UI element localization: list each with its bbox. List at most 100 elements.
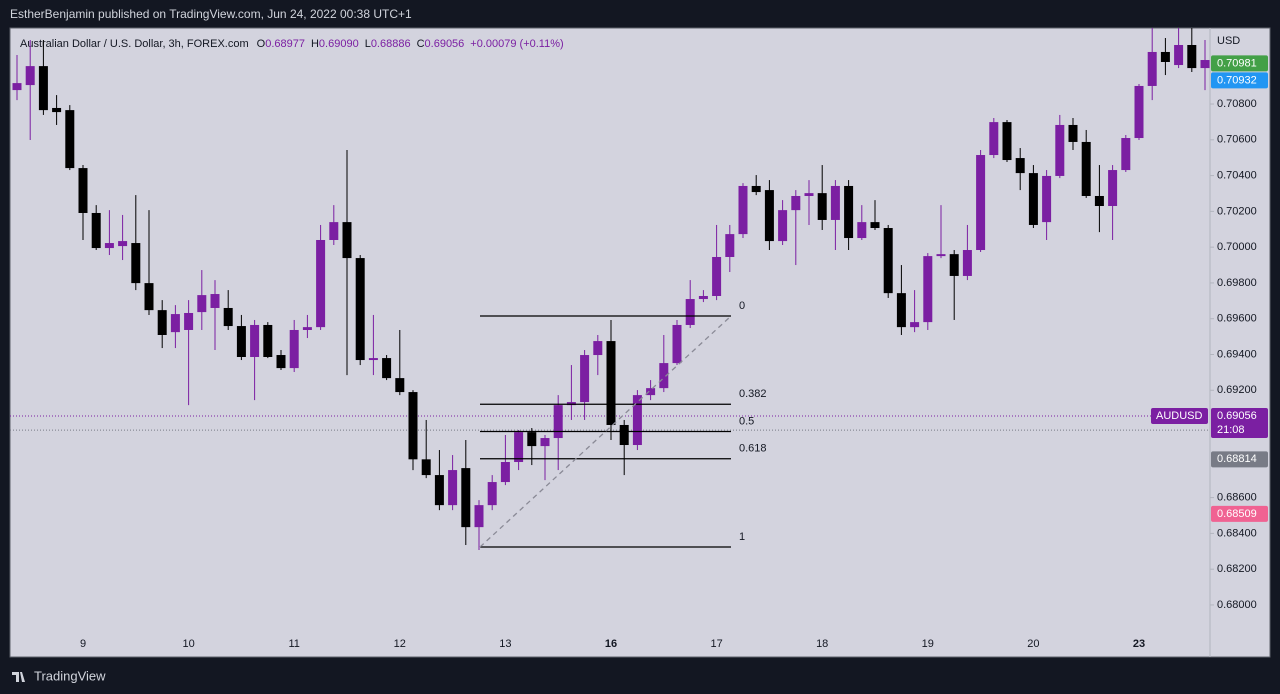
candle-body bbox=[289, 329, 299, 369]
candle-body bbox=[883, 228, 893, 294]
candle-body bbox=[276, 355, 286, 369]
fib-label: 0.5 bbox=[739, 415, 754, 427]
fib-label: 0.618 bbox=[739, 443, 767, 455]
candle-body bbox=[197, 295, 207, 313]
candle-body bbox=[1160, 51, 1170, 62]
x-tick-label: 19 bbox=[922, 638, 934, 650]
candle-body bbox=[263, 324, 273, 357]
fib-label: 1 bbox=[739, 531, 745, 543]
candle-body bbox=[698, 295, 708, 300]
last-price-label: 0.69056 bbox=[1217, 410, 1257, 422]
candle-body bbox=[210, 294, 220, 308]
x-tick-label: 11 bbox=[288, 638, 299, 650]
price-badge-label: 0.70932 bbox=[1217, 74, 1257, 86]
last-price-badge bbox=[1211, 408, 1268, 439]
price-badge bbox=[1211, 451, 1268, 468]
candle-body bbox=[487, 482, 497, 506]
candle-body bbox=[65, 110, 75, 169]
x-tick-label: 10 bbox=[182, 638, 194, 650]
candle-body bbox=[857, 222, 867, 239]
candle-body bbox=[830, 185, 840, 220]
y-tick-label: 0.68000 bbox=[1217, 599, 1257, 611]
candle-body bbox=[659, 363, 669, 389]
candle-body bbox=[1108, 170, 1118, 207]
x-tick-label: 17 bbox=[710, 638, 722, 650]
candle-body bbox=[1002, 122, 1012, 161]
candle-body bbox=[342, 222, 352, 259]
candle-body bbox=[527, 432, 537, 447]
x-tick-label: 13 bbox=[499, 638, 511, 650]
candle-body bbox=[949, 254, 959, 276]
candle-body bbox=[474, 505, 484, 528]
y-tick-label: 0.69800 bbox=[1217, 277, 1257, 289]
fib-trend bbox=[479, 315, 732, 548]
y-tick-label: 0.70000 bbox=[1217, 241, 1257, 253]
candle-body bbox=[1174, 44, 1184, 66]
candle-body bbox=[817, 193, 827, 220]
candle-body bbox=[448, 470, 458, 506]
candle-body bbox=[461, 468, 471, 528]
x-tick-label: 9 bbox=[80, 638, 86, 650]
candle-body bbox=[870, 222, 880, 229]
candle-body bbox=[395, 378, 405, 393]
y-tick-label: 0.69400 bbox=[1217, 348, 1257, 360]
candle-body bbox=[184, 312, 194, 330]
candle-body bbox=[382, 358, 392, 379]
candle-body bbox=[1187, 44, 1197, 69]
candle-body bbox=[910, 322, 920, 328]
y-tick-label: 0.70600 bbox=[1217, 134, 1257, 146]
candle-body bbox=[844, 185, 854, 239]
candle-body bbox=[514, 432, 524, 463]
candle-body bbox=[1147, 51, 1157, 86]
y-tick-label: 0.70200 bbox=[1217, 205, 1257, 217]
ohlc-value: 0.68977 bbox=[265, 38, 305, 50]
candle-body bbox=[725, 234, 735, 257]
candle-body bbox=[408, 392, 418, 460]
candle-body bbox=[619, 424, 629, 446]
candle-body bbox=[580, 355, 590, 403]
chart-panel bbox=[9, 27, 1271, 658]
candle-body bbox=[712, 256, 722, 296]
symbol-badge-label: AUDUSD bbox=[1156, 410, 1203, 422]
y-tick-label: 0.68400 bbox=[1217, 527, 1257, 539]
candle-body bbox=[1068, 124, 1078, 142]
countdown: 21:08 bbox=[1217, 424, 1245, 436]
candle-body bbox=[52, 107, 62, 113]
candle-body bbox=[685, 299, 695, 325]
candle-body bbox=[764, 190, 774, 242]
price-badge bbox=[1211, 55, 1268, 72]
x-tick-label: 16 bbox=[605, 638, 617, 650]
candle-body bbox=[1134, 85, 1144, 139]
candle-body bbox=[936, 254, 946, 257]
y-tick-label: 0.70400 bbox=[1217, 169, 1257, 181]
candle-body bbox=[540, 438, 550, 447]
candle-body bbox=[38, 66, 48, 111]
candle-body bbox=[1200, 60, 1210, 69]
candle-body bbox=[144, 283, 154, 311]
y-tick-label: 0.68200 bbox=[1217, 563, 1257, 575]
candle-body bbox=[329, 222, 339, 240]
candle-body bbox=[1055, 124, 1065, 176]
candle-body bbox=[606, 341, 616, 425]
ohlc-value: 0.69090 bbox=[319, 38, 359, 50]
candle-body bbox=[804, 193, 814, 196]
candle-body bbox=[593, 341, 603, 356]
candle-body bbox=[553, 405, 563, 439]
price-badge bbox=[1211, 72, 1268, 89]
x-tick-label: 12 bbox=[394, 638, 406, 650]
ohlc-value: 0.69056 bbox=[425, 38, 465, 50]
candle-body bbox=[131, 243, 141, 284]
candle-body bbox=[12, 83, 22, 91]
candle-body bbox=[78, 168, 88, 213]
candle-body bbox=[25, 66, 35, 86]
candle-body bbox=[989, 122, 999, 156]
price-badge-label: 0.70981 bbox=[1217, 57, 1257, 69]
candle-body bbox=[1094, 195, 1104, 207]
ohlc-name: H bbox=[311, 38, 319, 50]
symbol: Australian Dollar / U.S. Dollar, 3h, FOR… bbox=[20, 38, 249, 50]
logo bbox=[12, 672, 25, 682]
candle-body bbox=[791, 195, 801, 211]
candle-body bbox=[355, 258, 365, 361]
